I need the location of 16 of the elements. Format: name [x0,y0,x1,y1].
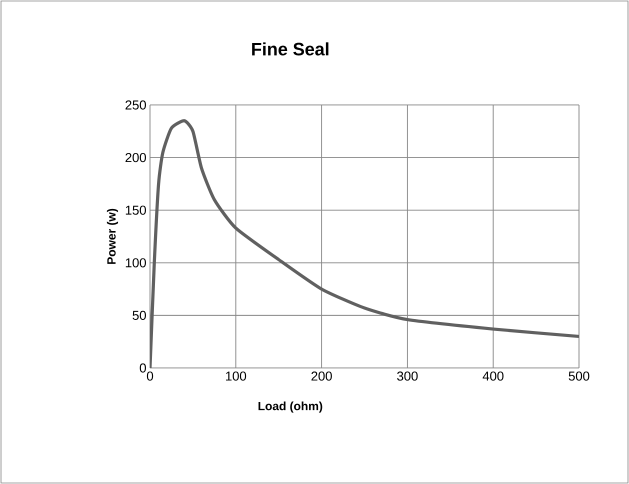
x-tick-label: 300 [397,372,418,381]
y-tick-label: 100 [126,258,146,268]
y-tick-label: 200 [126,152,146,162]
x-tick-label: 100 [226,372,246,381]
chart-title: Fine Seal [252,42,328,56]
y-tick-label: 0 [140,363,146,373]
x-tick-label: 500 [568,372,590,381]
y-tick-label: 250 [126,100,146,110]
y-tick-label: 50 [132,310,146,320]
x-tick-label: 200 [311,372,332,381]
y-axis-title: Power (w) [106,208,118,264]
x-axis-title: Load (ohm) [258,402,322,413]
y-tick-label: 150 [126,206,146,215]
x-tick-label: 400 [482,372,504,381]
x-tick-label: 0 [146,372,154,381]
line-series [150,119,579,368]
